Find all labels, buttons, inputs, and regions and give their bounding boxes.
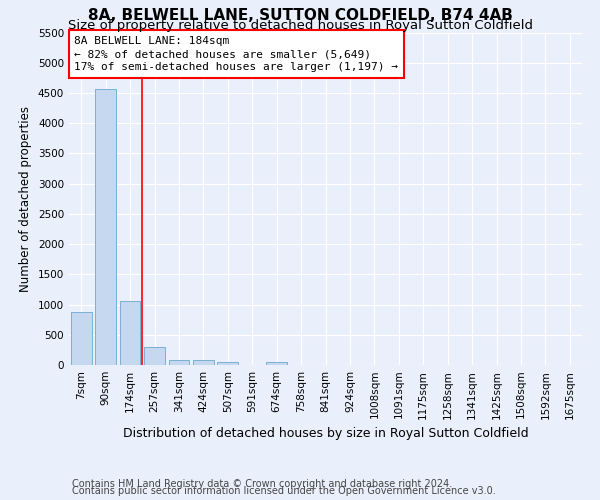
Bar bbox=[169, 360, 190, 365]
X-axis label: Distribution of detached houses by size in Royal Sutton Coldfield: Distribution of detached houses by size … bbox=[122, 427, 529, 440]
Text: 8A, BELWELL LANE, SUTTON COLDFIELD, B74 4AB: 8A, BELWELL LANE, SUTTON COLDFIELD, B74 … bbox=[88, 8, 512, 22]
Y-axis label: Number of detached properties: Number of detached properties bbox=[19, 106, 32, 292]
Bar bbox=[217, 362, 238, 365]
Bar bbox=[71, 312, 92, 365]
Bar bbox=[193, 360, 214, 365]
Text: 8A BELWELL LANE: 184sqm
← 82% of detached houses are smaller (5,649)
17% of semi: 8A BELWELL LANE: 184sqm ← 82% of detache… bbox=[74, 36, 398, 72]
Text: Contains HM Land Registry data © Crown copyright and database right 2024.: Contains HM Land Registry data © Crown c… bbox=[72, 479, 452, 489]
Bar bbox=[119, 301, 140, 365]
Bar bbox=[95, 90, 116, 365]
Bar bbox=[266, 362, 287, 365]
Text: Contains public sector information licensed under the Open Government Licence v3: Contains public sector information licen… bbox=[72, 486, 496, 496]
Bar bbox=[144, 348, 165, 365]
Text: Size of property relative to detached houses in Royal Sutton Coldfield: Size of property relative to detached ho… bbox=[67, 18, 533, 32]
